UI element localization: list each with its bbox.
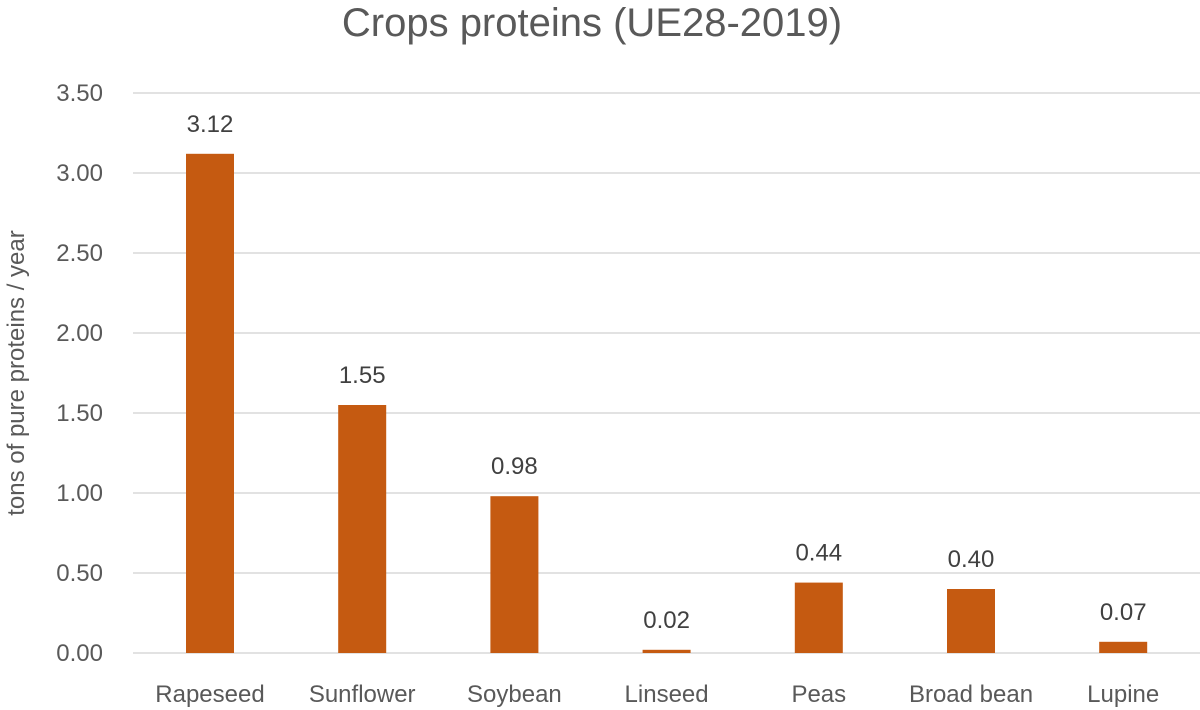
bar [642, 649, 691, 653]
y-axis-label: tons of pure proteins / year [3, 230, 30, 516]
y-tick-label: 2.00 [56, 320, 103, 347]
gridlines [133, 92, 1200, 654]
bars [186, 153, 1148, 654]
y-tick-label: 2.50 [56, 240, 103, 267]
x-tick-label: Lupine [1087, 681, 1159, 708]
bar [186, 153, 234, 654]
chart-title: Crops proteins (UE28-2019) [342, 1, 842, 45]
x-tick-label: Sunflower [309, 681, 416, 708]
bar [1099, 641, 1148, 653]
y-tick-label: 0.50 [56, 560, 103, 587]
y-tick-label: 0.00 [56, 640, 103, 667]
data-label: 0.44 [795, 540, 842, 567]
x-tick-label: Soybean [467, 681, 562, 708]
y-tick-label: 3.00 [56, 160, 103, 187]
y-tick-labels: 0.00 0.50 1.00 1.50 2.00 2.50 3.00 3.50 [56, 80, 103, 667]
bar [794, 582, 843, 653]
x-tick-label: Rapeseed [155, 681, 264, 708]
data-label: 1.55 [339, 362, 386, 389]
data-label: 0.07 [1100, 599, 1147, 626]
data-label: 3.12 [187, 111, 234, 138]
y-tick-label: 3.50 [56, 80, 103, 107]
data-label: 0.40 [948, 546, 995, 573]
y-tick-label: 1.50 [56, 400, 103, 427]
data-label: 0.98 [491, 453, 538, 480]
data-label: 0.02 [643, 607, 690, 634]
bar [490, 496, 539, 653]
y-tick-label: 1.00 [56, 480, 103, 507]
category-labels: Rapeseed Sunflower Soybean Linseed Peas Broad… [155, 681, 1159, 708]
data-labels: 3.12 1.55 0.98 0.02 0.44 0.40 0.07 [187, 111, 1147, 634]
bar [947, 589, 995, 653]
x-tick-label: Peas [791, 681, 846, 708]
x-tick-label: Broad bean [909, 681, 1033, 708]
x-tick-label: Linseed [625, 681, 709, 708]
bar [338, 405, 387, 653]
